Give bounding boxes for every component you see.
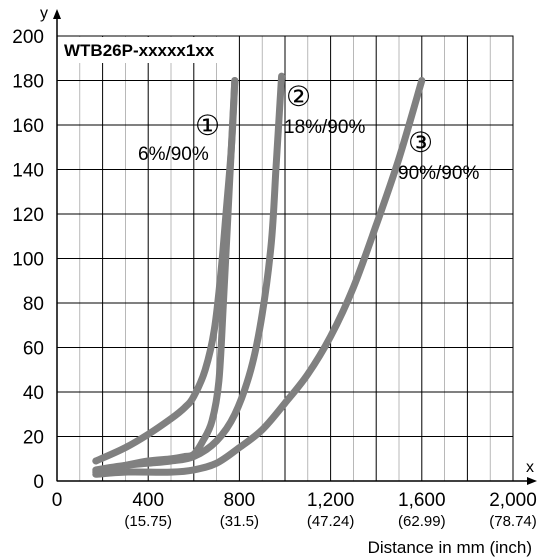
x-tick-label: 0 bbox=[52, 490, 63, 511]
x-tick-label: 1,600 bbox=[398, 490, 446, 511]
series-1-marker: ① bbox=[195, 109, 220, 142]
y-tick-labels: 0 20 40 60 80 100 120 140 160 180 200 bbox=[12, 27, 44, 493]
y-tick-label: 200 bbox=[12, 27, 44, 48]
x-tick-label: 1,200 bbox=[307, 490, 355, 511]
x-axis-letter: x bbox=[526, 459, 534, 476]
x-tick-sublabel: (62.99) bbox=[398, 513, 446, 530]
x-axis-caption: Distance in mm (inch) bbox=[368, 538, 532, 557]
series-2-marker: ② bbox=[286, 80, 311, 113]
x-tick-label: 800 bbox=[224, 490, 256, 511]
x-tick-label: 2,000 bbox=[489, 490, 537, 511]
x-tick-sublabel: (47.24) bbox=[307, 513, 355, 530]
series-1-label: 6%/90% bbox=[138, 144, 209, 165]
series-annotations: ① 6%/90% ② 18%/90% ③ 90%/90% bbox=[138, 80, 479, 184]
y-tick-label: 60 bbox=[23, 339, 44, 360]
y-tick-label: 100 bbox=[12, 250, 44, 271]
y-tick-label: 0 bbox=[33, 472, 44, 493]
y-axis-arrow bbox=[53, 9, 61, 19]
series-layer bbox=[96, 76, 422, 474]
y-axis-letter: y bbox=[40, 5, 48, 22]
y-tick-label: 160 bbox=[12, 116, 44, 137]
y-tick-label: 20 bbox=[23, 428, 44, 449]
y-tick-label: 120 bbox=[12, 205, 44, 226]
series-3-line bbox=[96, 81, 422, 475]
y-tick-label: 40 bbox=[23, 383, 44, 404]
x-tick-sublabel: (31.5) bbox=[220, 513, 259, 530]
x-tick-labels: 0 400 (15.75) 800 (31.5) 1,200 (47.24) 1,600 (62… bbox=[52, 490, 537, 530]
series-3-label: 90%/90% bbox=[398, 163, 479, 184]
y-tick-label: 140 bbox=[12, 161, 44, 182]
y-tick-label: 80 bbox=[23, 294, 44, 315]
x-tick-label: 400 bbox=[132, 490, 164, 511]
x-tick-sublabel: (15.75) bbox=[124, 513, 172, 530]
x-tick-sublabel: (78.74) bbox=[489, 513, 537, 530]
series-3-marker: ③ bbox=[408, 126, 433, 159]
series-2-line bbox=[96, 76, 282, 470]
series-2-label: 18%/90% bbox=[284, 117, 365, 138]
x-axis-arrow bbox=[527, 477, 537, 485]
y-tick-label: 180 bbox=[12, 72, 44, 93]
chart-title: WTB26P-xxxxx1xx bbox=[64, 41, 215, 60]
